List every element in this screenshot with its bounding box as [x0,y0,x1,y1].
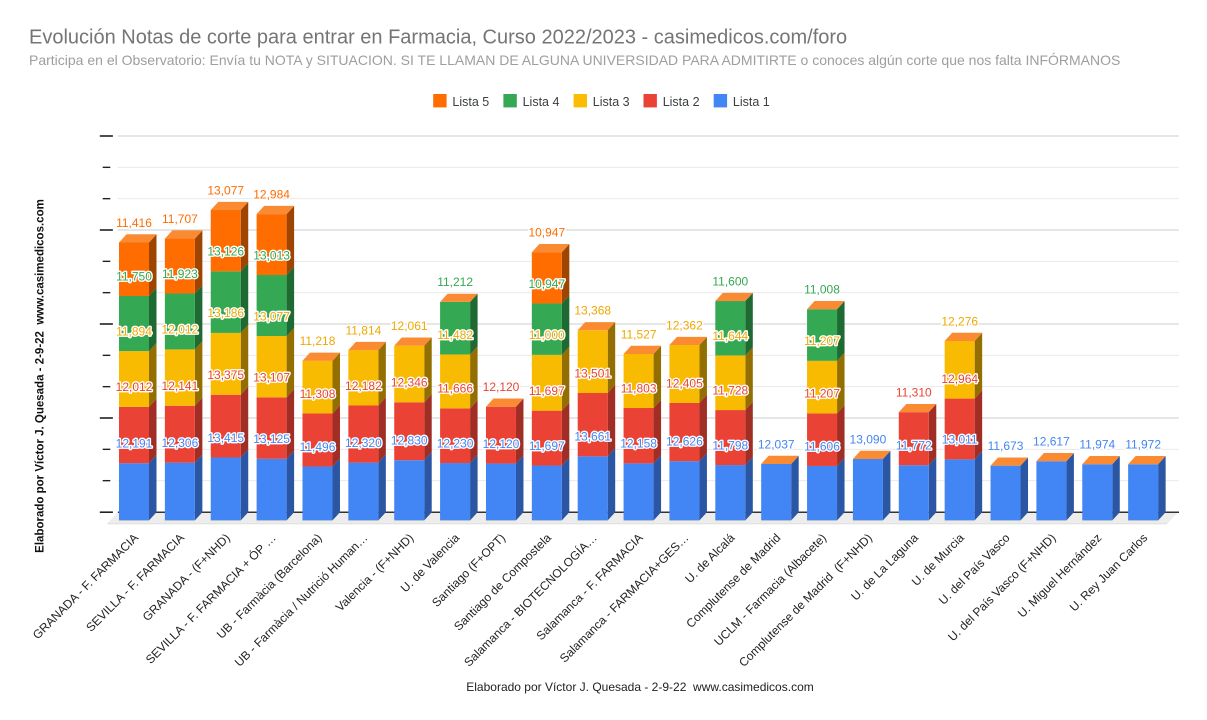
svg-text:12,191: 12,191 [116,437,153,451]
svg-text:Lista 4: Lista 4 [523,95,560,109]
svg-text:12,626: 12,626 [666,434,703,448]
svg-text:13,661: 13,661 [574,430,611,444]
svg-text:11,496: 11,496 [300,440,336,454]
svg-text:12,141: 12,141 [162,379,199,393]
svg-text:11,772: 11,772 [896,438,932,452]
svg-text:11,308: 11,308 [300,387,336,401]
svg-text:13,090: 13,090 [850,432,887,446]
svg-text:12,964: 12,964 [941,372,978,386]
svg-text:11,923: 11,923 [162,267,198,281]
svg-text:13,011: 13,011 [942,433,978,447]
svg-text:13,375: 13,375 [207,368,244,382]
svg-text:11,707: 11,707 [162,212,198,226]
svg-text:11,972: 11,972 [1125,438,1161,452]
svg-text:12,061: 12,061 [391,319,428,333]
svg-text:12,230: 12,230 [437,436,474,450]
svg-text:11,803: 11,803 [621,381,657,395]
svg-text:11,644: 11,644 [712,329,748,343]
svg-text:12,362: 12,362 [666,318,703,332]
svg-text:12,037: 12,037 [758,437,795,451]
svg-text:11,798: 11,798 [712,438,748,452]
svg-text:11,697: 11,697 [529,439,565,453]
svg-text:11,008: 11,008 [804,283,840,297]
svg-text:12,984: 12,984 [253,187,290,201]
svg-text:13,107: 13,107 [253,371,290,385]
svg-text:Participa en el Observatorio:: Participa en el Observatorio: Envía tu N… [29,52,1120,68]
svg-text:13,013: 13,013 [253,248,290,262]
svg-text:13,501: 13,501 [574,366,611,380]
svg-text:12,320: 12,320 [345,436,382,450]
svg-text:12,012: 12,012 [162,323,199,337]
svg-text:10,947: 10,947 [528,277,565,291]
svg-text:10,947: 10,947 [528,225,565,239]
svg-text:12,405: 12,405 [666,376,703,390]
svg-text:11,218: 11,218 [300,334,336,348]
svg-text:12,120: 12,120 [483,437,520,451]
svg-text:Evolución Notas de corte para: Evolución Notas de corte para entrar en … [29,27,847,49]
svg-text:13,077: 13,077 [207,183,244,197]
svg-text:12,276: 12,276 [941,314,978,328]
svg-text:11,894: 11,894 [116,324,152,338]
svg-text:Elaborado por Víctor J. Quesad: Elaborado por Víctor J. Quesada - 2-9-22… [35,199,47,553]
svg-text:11,207: 11,207 [804,334,840,348]
svg-text:11,750: 11,750 [116,269,152,283]
svg-text:11,606: 11,606 [804,439,840,453]
svg-text:11,207: 11,207 [804,387,840,401]
svg-text:12,182: 12,182 [345,379,382,393]
svg-text:Lista 5: Lista 5 [452,95,489,109]
svg-text:13,126: 13,126 [207,245,244,259]
svg-text:12,012: 12,012 [116,380,153,394]
svg-text:13,368: 13,368 [574,304,611,318]
svg-text:11,600: 11,600 [712,274,748,288]
svg-text:11,814: 11,814 [345,323,381,337]
svg-text:11,416: 11,416 [116,216,152,230]
svg-text:12,120: 12,120 [483,380,520,394]
svg-text:11,310: 11,310 [896,385,932,399]
svg-text:11,697: 11,697 [529,384,565,398]
svg-text:11,673: 11,673 [988,439,1024,453]
svg-text:11,974: 11,974 [1079,438,1115,452]
svg-text:12,158: 12,158 [620,437,657,451]
svg-text:13,125: 13,125 [253,432,290,446]
svg-text:11,728: 11,728 [712,383,748,397]
svg-text:Lista 3: Lista 3 [593,95,630,109]
svg-text:Elaborado por Víctor J. Quesad: Elaborado por Víctor J. Quesada - 2-9-22… [466,680,813,694]
svg-text:Lista 2: Lista 2 [663,95,700,109]
svg-text:11,000: 11,000 [529,328,565,342]
svg-text:12,617: 12,617 [1033,435,1070,449]
svg-text:11,212: 11,212 [437,275,473,289]
svg-text:13,186: 13,186 [207,306,244,320]
svg-text:11,666: 11,666 [437,382,473,396]
svg-text:13,077: 13,077 [253,309,290,323]
svg-text:12,346: 12,346 [391,376,428,390]
svg-text:11,527: 11,527 [621,327,657,341]
svg-text:13,415: 13,415 [207,431,244,445]
svg-text:12,830: 12,830 [391,434,428,448]
svg-text:11,482: 11,482 [437,328,473,342]
svg-text:Lista 1: Lista 1 [733,95,770,109]
svg-text:12,306: 12,306 [162,436,199,450]
